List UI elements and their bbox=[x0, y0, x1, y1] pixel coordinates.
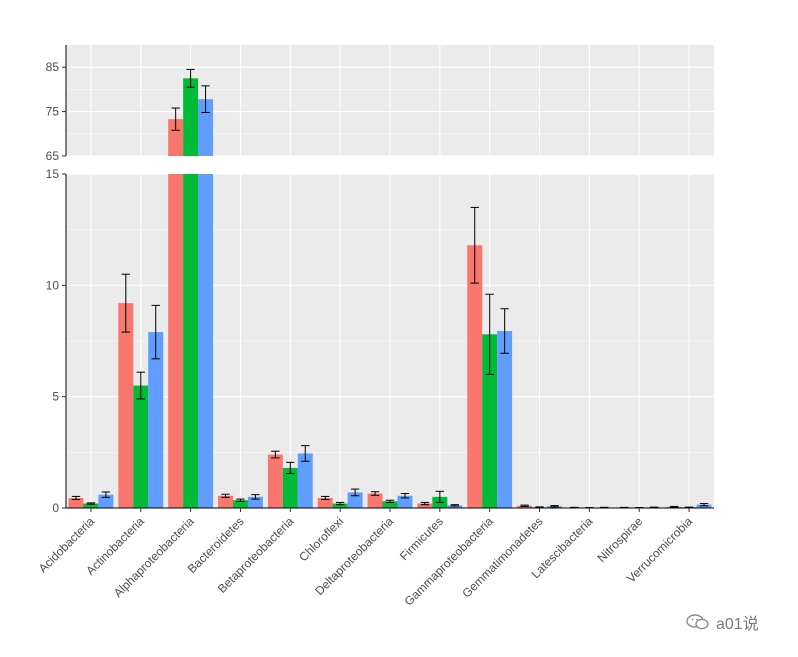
bar-lower bbox=[467, 245, 483, 508]
bar-lower bbox=[696, 504, 712, 508]
bar-lower bbox=[133, 385, 149, 508]
bar-lower bbox=[68, 497, 84, 508]
bar-lower bbox=[98, 494, 114, 508]
upper-y-tick-label: 75 bbox=[46, 105, 60, 119]
bar-lower bbox=[118, 303, 134, 508]
bar-lower bbox=[148, 332, 164, 508]
bar-lower bbox=[297, 453, 313, 508]
bar-lower bbox=[317, 497, 333, 508]
bar-lower bbox=[382, 501, 398, 508]
bar-lower bbox=[183, 174, 199, 508]
bar-lower bbox=[218, 495, 233, 508]
bar-lower bbox=[497, 330, 513, 508]
lower-y-tick-label: 5 bbox=[52, 390, 59, 404]
wechat-icon bbox=[686, 614, 709, 630]
bar-lower bbox=[397, 495, 413, 508]
bar-lower bbox=[332, 503, 348, 508]
bar-lower bbox=[267, 454, 283, 508]
bar-lower bbox=[232, 500, 248, 508]
bar-lower bbox=[482, 334, 498, 508]
lower-y-tick-label: 10 bbox=[46, 278, 60, 292]
bar-upper bbox=[198, 99, 214, 156]
upper-y-tick-label: 65 bbox=[46, 149, 60, 163]
lower-y-tick-label: 0 bbox=[52, 501, 59, 515]
upper-y-tick-label: 85 bbox=[46, 60, 60, 74]
bar-lower bbox=[168, 174, 184, 508]
bar-upper bbox=[168, 119, 184, 156]
x-tick-label: Firmicutes bbox=[397, 514, 446, 563]
bar-lower bbox=[198, 174, 214, 508]
x-tick-label: Nitrospirae bbox=[594, 514, 645, 565]
bar-upper bbox=[183, 78, 199, 156]
bar-lower bbox=[367, 493, 383, 508]
bar-lower bbox=[282, 467, 298, 508]
watermark: a01说 bbox=[686, 610, 759, 634]
lower-y-tick-label: 15 bbox=[46, 167, 60, 181]
bar-lower bbox=[83, 503, 99, 508]
watermark-text: a01说 bbox=[716, 616, 759, 633]
bar-lower bbox=[447, 505, 463, 508]
x-tick-label: Chloroflexi bbox=[296, 514, 346, 564]
bar-lower bbox=[347, 492, 363, 508]
bar-lower bbox=[247, 496, 263, 508]
bar-lower bbox=[417, 503, 433, 508]
x-tick-label: Gammaproteobacteria bbox=[401, 514, 496, 609]
